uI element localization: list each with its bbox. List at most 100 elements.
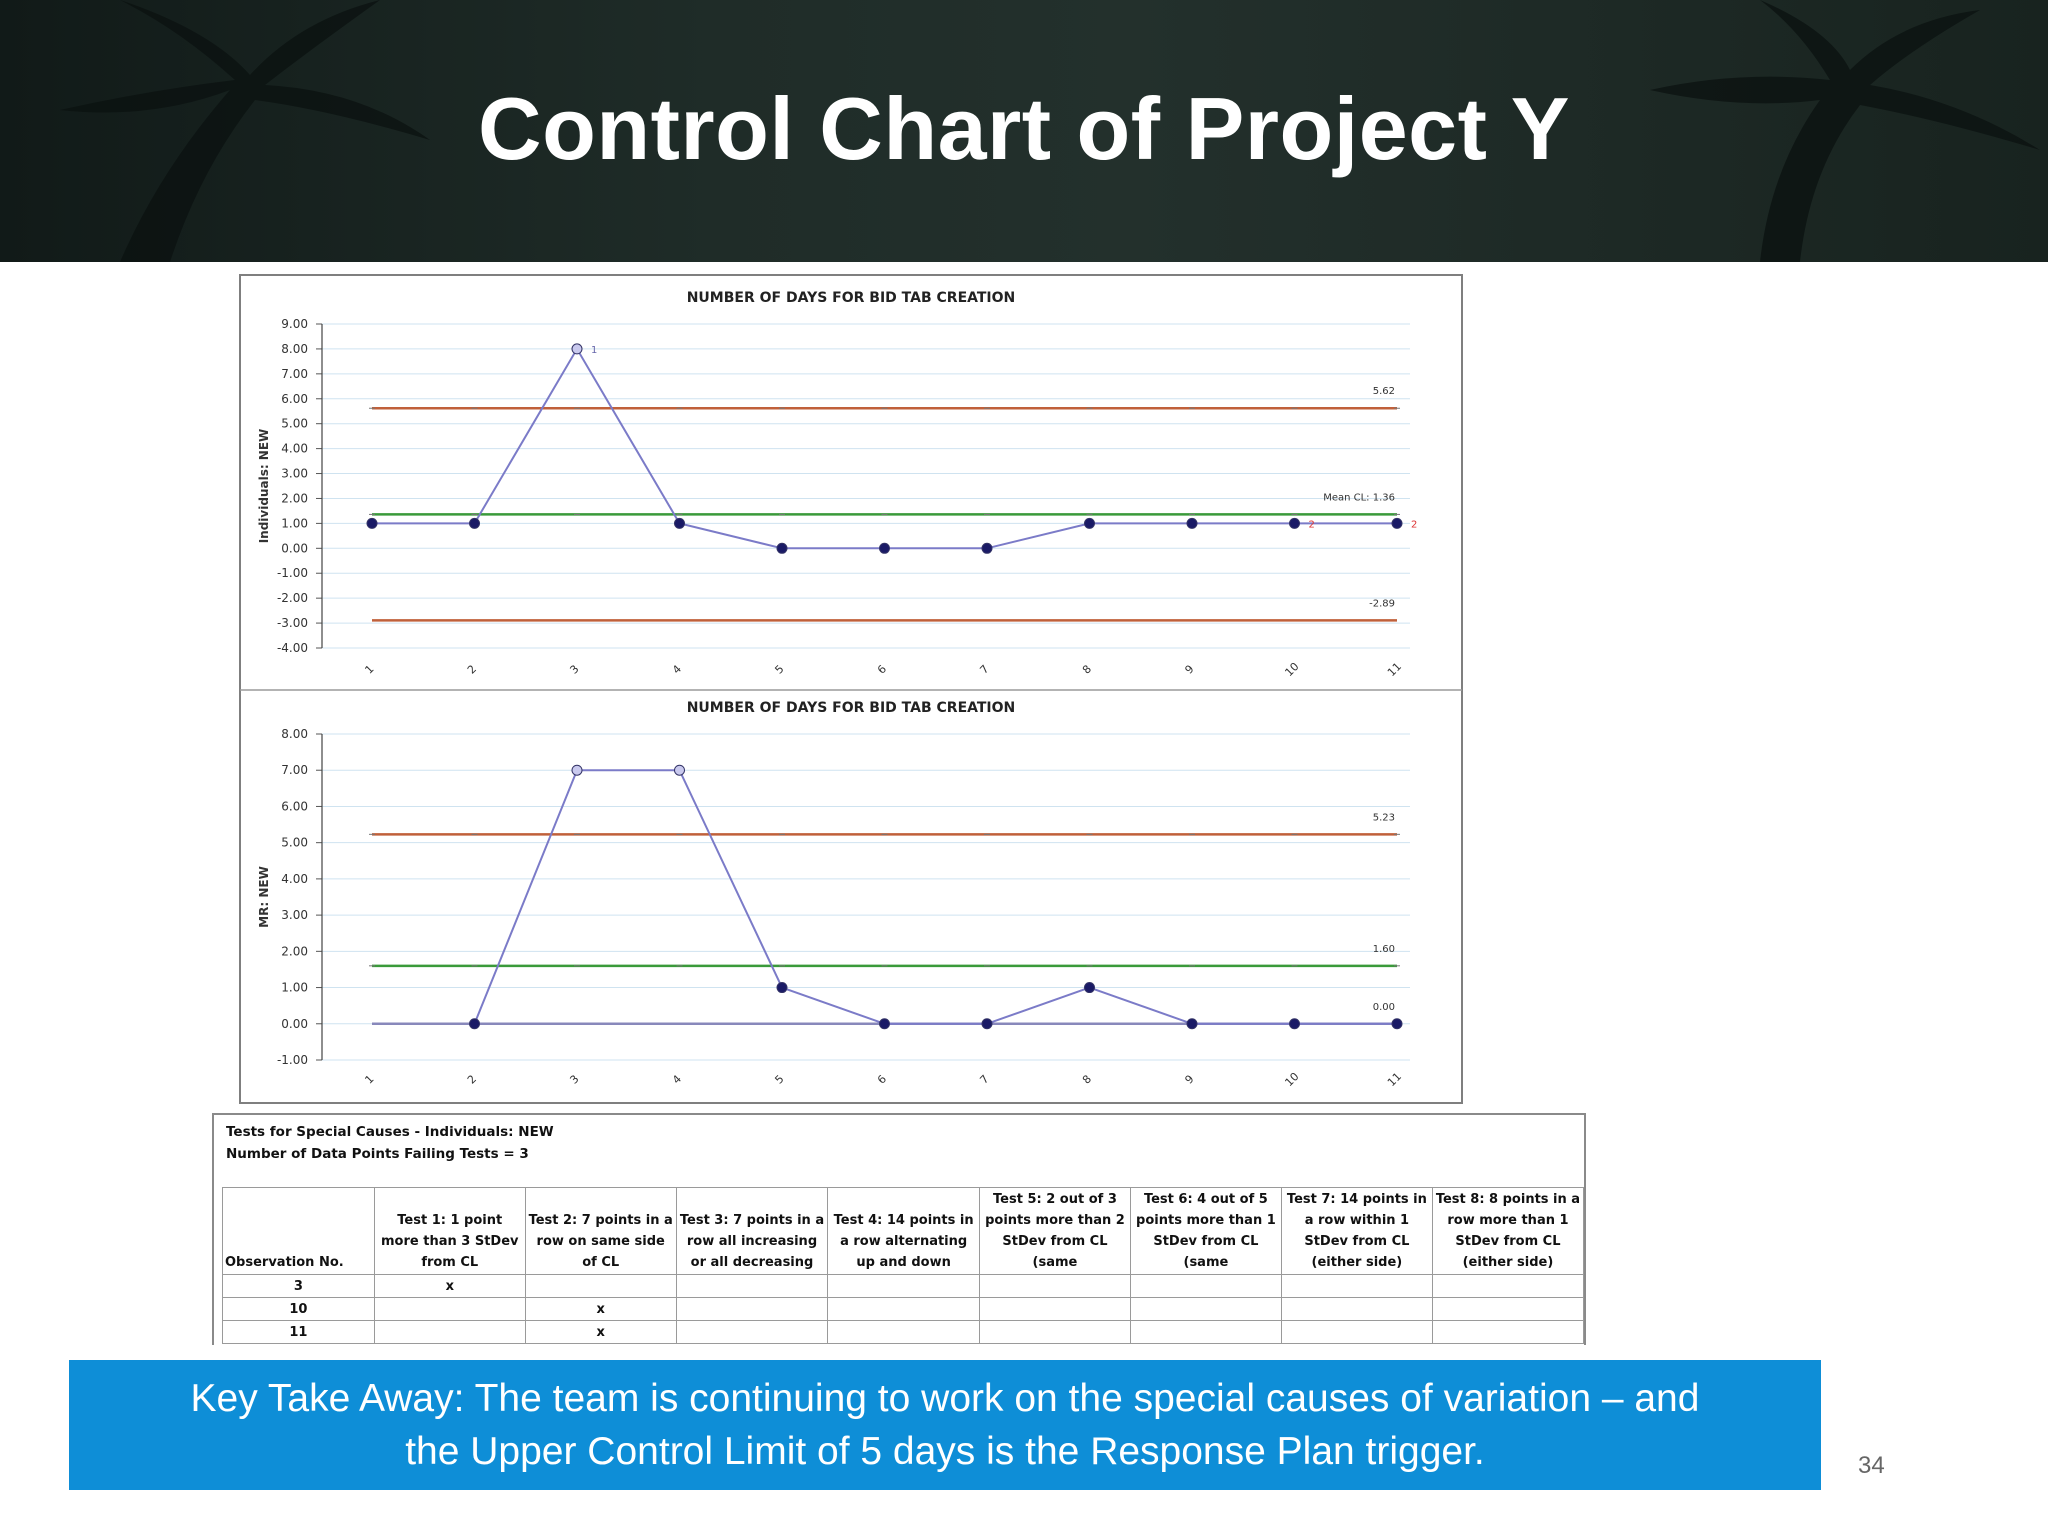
test-flag-label: 2 xyxy=(1309,519,1315,530)
test-mark xyxy=(978,1297,1131,1321)
y-tick-label: 7.00 xyxy=(281,763,308,777)
y-tick-label: 3.00 xyxy=(281,467,308,481)
page-number: 34 xyxy=(1858,1452,1885,1479)
test-mark xyxy=(1431,1274,1584,1298)
y-tick-label: 5.00 xyxy=(281,836,308,850)
y-axis-label: Individuals: NEW xyxy=(257,429,271,544)
data-point xyxy=(1084,982,1095,994)
test-mark xyxy=(827,1320,980,1344)
page-title: Control Chart of Project Y xyxy=(478,79,1570,178)
cl-label: Mean CL: 1.36 xyxy=(1323,492,1395,503)
test-mark xyxy=(675,1274,829,1298)
test-mark xyxy=(675,1297,829,1321)
test-mark xyxy=(827,1274,980,1298)
test-mark xyxy=(827,1297,980,1321)
y-tick-label: 0.00 xyxy=(281,541,308,555)
individuals-chart: NUMBER OF DAYS FOR BID TAB CREATION 9.00 8… xyxy=(257,290,1417,679)
y-tick-label: 7.00 xyxy=(281,367,308,381)
y-tick-label: 8.00 xyxy=(281,727,308,741)
data-point xyxy=(469,517,480,529)
column-header: Test 1: 1 point more than 3 StDev from C… xyxy=(373,1187,526,1275)
data-point xyxy=(981,1018,993,1030)
y-tick-label: 4.00 xyxy=(281,442,308,456)
data-point xyxy=(674,764,685,776)
column-header: Test 6: 4 out of 5 points more than 1 St… xyxy=(1129,1187,1282,1275)
y-tick-label: 6.00 xyxy=(281,392,308,406)
table-row: 11 x xyxy=(222,1320,1584,1344)
test-mark xyxy=(1129,1297,1282,1321)
y-tick-label: 4.00 xyxy=(281,872,308,886)
y-tick-label: 1.00 xyxy=(281,981,308,995)
lcl-label: 0.00 xyxy=(1373,1002,1395,1013)
test-flag-label: 1 xyxy=(591,345,597,356)
y-tick-label: 5.00 xyxy=(281,417,308,431)
data-point xyxy=(1289,1018,1300,1030)
series-line xyxy=(473,769,1397,1025)
ucl-label: 5.62 xyxy=(1373,386,1395,397)
table-heading-count: Number of Data Points Failing Tests = 3 xyxy=(226,1146,529,1162)
column-header: Test 4: 14 points in a row alternating u… xyxy=(827,1187,980,1275)
takeaway-line-2: the Upper Control Limit of 5 days is the… xyxy=(405,1430,1485,1473)
test-mark xyxy=(1129,1320,1282,1344)
data-point xyxy=(1186,517,1198,529)
y-tick-label: 1.00 xyxy=(281,516,308,530)
key-takeaway-box: Key Take Away: The team is continuing to… xyxy=(69,1360,1821,1490)
table-heading-tests: Tests for Special Causes - Individuals: … xyxy=(226,1124,554,1140)
data-point xyxy=(571,764,583,776)
chart-title: NUMBER OF DAYS FOR BID TAB CREATION xyxy=(687,290,1016,306)
test-mark xyxy=(1280,1274,1433,1298)
data-point xyxy=(776,542,788,554)
data-point xyxy=(469,1018,480,1030)
title-banner: Control Chart of Project Y xyxy=(0,0,2048,262)
column-header: Test 5: 2 out of 3 points more than 2 St… xyxy=(978,1187,1131,1275)
test-mark xyxy=(373,1297,526,1321)
test-mark xyxy=(1129,1274,1282,1298)
y-tick-label: 8.00 xyxy=(281,342,308,356)
cl-label: 1.60 xyxy=(1373,944,1395,955)
y-tick-label: -1.00 xyxy=(277,1053,308,1067)
ucl-label: 5.23 xyxy=(1373,812,1395,823)
data-point xyxy=(1084,517,1095,529)
moving-range-chart: NUMBER OF DAYS FOR BID TAB CREATION 8.00 7… xyxy=(257,700,1410,1089)
test-mark xyxy=(978,1320,1131,1344)
data-point xyxy=(1391,517,1403,529)
test-mark xyxy=(524,1274,677,1298)
test-mark xyxy=(675,1320,829,1344)
test-mark xyxy=(978,1274,1131,1298)
y-tick-label: -3.00 xyxy=(277,616,308,630)
data-point xyxy=(1186,1018,1198,1030)
test-mark: x xyxy=(524,1297,677,1321)
test-mark xyxy=(1280,1320,1433,1344)
y-tick-label: 6.00 xyxy=(281,799,308,813)
special-causes-table: Tests for Special Causes - Individuals: … xyxy=(212,1113,1586,1345)
column-header: Observation No. xyxy=(222,1187,375,1275)
test-flag-label: 2 xyxy=(1411,519,1417,530)
takeaway-line-1: Key Take Away: The team is continuing to… xyxy=(190,1377,1700,1420)
special-causes-grid: Observation No. Test 1: 1 point more than… xyxy=(222,1187,1584,1344)
lcl-label: -2.89 xyxy=(1369,598,1395,609)
y-tick-label: -4.00 xyxy=(277,641,308,655)
column-header: Test 3: 7 points in a row all increasing… xyxy=(675,1187,829,1275)
data-point xyxy=(879,542,890,554)
test-mark xyxy=(373,1320,526,1344)
table-row: 10 x xyxy=(222,1297,1584,1321)
data-point xyxy=(776,982,788,994)
y-tick-label: -1.00 xyxy=(277,566,308,580)
chart-title: NUMBER OF DAYS FOR BID TAB CREATION xyxy=(687,700,1016,716)
data-point xyxy=(571,343,583,355)
y-tick-label: 9.00 xyxy=(281,317,308,331)
test-mark: x xyxy=(373,1274,526,1298)
y-tick-label: 2.00 xyxy=(281,944,308,958)
table-header-row: Observation No. Test 1: 1 point more than… xyxy=(222,1187,1584,1275)
y-tick-label: 0.00 xyxy=(281,1017,308,1031)
y-tick-label: 3.00 xyxy=(281,908,308,922)
data-point xyxy=(366,517,378,529)
column-header: Test 7: 14 points in a row within 1 StDe… xyxy=(1280,1187,1433,1275)
y-tick-label: -2.00 xyxy=(277,591,308,605)
data-point xyxy=(1289,517,1300,529)
observation-number: 10 xyxy=(222,1297,375,1321)
test-mark xyxy=(1280,1297,1433,1321)
y-tick-label: 2.00 xyxy=(281,491,308,505)
control-charts: NUMBER OF DAYS FOR BID TAB CREATION 9.00 8… xyxy=(239,274,1463,1104)
